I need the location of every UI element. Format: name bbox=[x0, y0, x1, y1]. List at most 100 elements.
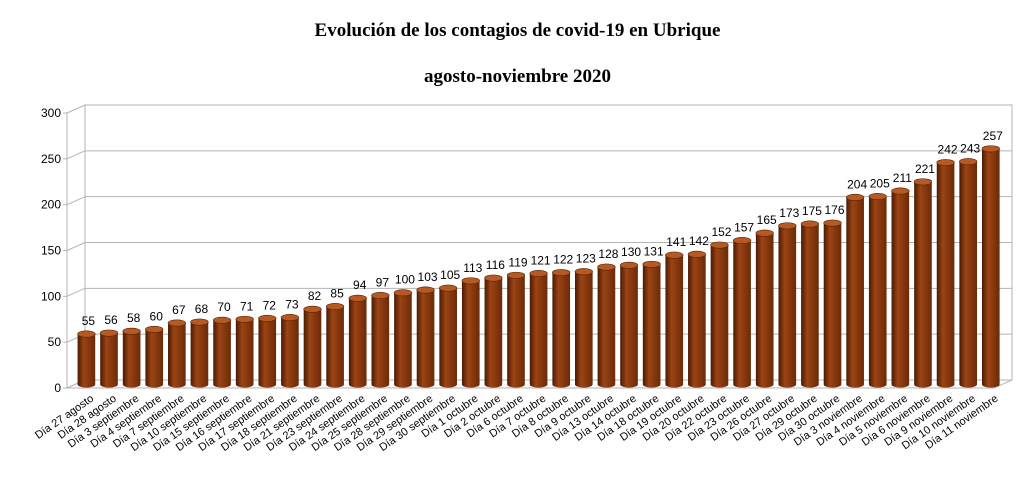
bar-top bbox=[732, 236, 752, 244]
bar-body bbox=[100, 333, 118, 388]
bar-body bbox=[439, 288, 457, 388]
bar-body bbox=[665, 255, 684, 388]
bar bbox=[529, 269, 548, 388]
y-tick-label: 200 bbox=[41, 198, 61, 212]
bar-body bbox=[620, 265, 638, 388]
bar-top bbox=[597, 263, 616, 271]
bar bbox=[755, 229, 774, 388]
data-label: 55 bbox=[82, 314, 96, 328]
data-label: 71 bbox=[240, 299, 254, 313]
data-label: 100 bbox=[395, 273, 415, 287]
bar bbox=[371, 291, 390, 388]
bar bbox=[913, 178, 933, 388]
bar-top bbox=[936, 159, 955, 167]
y-tick-label: 300 bbox=[41, 106, 61, 120]
bar bbox=[823, 219, 842, 388]
bar-body bbox=[303, 309, 322, 388]
bar-body bbox=[122, 331, 141, 388]
bar-body bbox=[326, 306, 344, 388]
bar bbox=[665, 251, 684, 388]
bar-top bbox=[280, 313, 300, 321]
bar-body bbox=[348, 298, 367, 388]
data-label: 70 bbox=[217, 300, 231, 314]
bar-body bbox=[190, 322, 209, 388]
bar-body bbox=[733, 240, 751, 388]
bar-top bbox=[416, 286, 435, 294]
bar-body bbox=[145, 329, 164, 388]
bar-body bbox=[981, 148, 1000, 388]
bar-top bbox=[891, 187, 910, 195]
bar bbox=[687, 250, 706, 388]
bar bbox=[212, 316, 232, 388]
bar bbox=[597, 263, 616, 388]
bar bbox=[710, 241, 729, 388]
bar bbox=[439, 284, 458, 388]
bar-body bbox=[77, 333, 96, 388]
bar bbox=[891, 187, 910, 388]
bar bbox=[619, 261, 639, 388]
bar-body bbox=[755, 233, 774, 388]
bar-top bbox=[190, 318, 209, 326]
bar-body bbox=[936, 162, 955, 388]
bar bbox=[574, 268, 593, 388]
bar-body bbox=[575, 271, 593, 388]
data-label: 58 bbox=[127, 311, 141, 325]
data-label: 72 bbox=[263, 298, 277, 312]
data-label: 68 bbox=[195, 302, 209, 316]
bar-body bbox=[642, 264, 661, 388]
bar bbox=[484, 274, 503, 388]
chart-subtitle: agosto-noviembre 2020 bbox=[424, 66, 611, 87]
bar-body bbox=[846, 197, 864, 388]
bar-top bbox=[99, 329, 119, 337]
bar-body bbox=[914, 181, 932, 388]
bar bbox=[235, 315, 254, 388]
bar bbox=[732, 236, 752, 388]
bar-top bbox=[145, 325, 164, 333]
bar-body bbox=[710, 245, 729, 388]
bar-body bbox=[552, 272, 571, 388]
bar-top bbox=[303, 305, 322, 313]
bar bbox=[846, 193, 865, 388]
bar-body bbox=[801, 223, 819, 388]
y-tick-label: 0 bbox=[54, 381, 61, 395]
bar-top bbox=[348, 294, 367, 302]
data-label: 211 bbox=[893, 171, 912, 185]
bar-body bbox=[416, 289, 435, 388]
bar bbox=[325, 302, 345, 388]
data-label: 176 bbox=[825, 203, 845, 217]
data-label: 142 bbox=[689, 234, 709, 248]
data-label: 105 bbox=[440, 268, 460, 282]
bar-top bbox=[212, 316, 232, 324]
bar bbox=[258, 314, 277, 388]
bar-top bbox=[461, 277, 480, 285]
bar bbox=[145, 325, 164, 388]
bar bbox=[303, 305, 322, 388]
y-tick-label: 50 bbox=[48, 335, 62, 349]
bar bbox=[868, 192, 887, 388]
data-label: 173 bbox=[779, 206, 799, 220]
data-label: 119 bbox=[508, 255, 527, 269]
bar-top bbox=[371, 291, 390, 299]
bar-top bbox=[506, 271, 526, 279]
bar-top bbox=[393, 289, 413, 297]
bar-body bbox=[891, 190, 910, 388]
bar-body bbox=[529, 273, 548, 388]
chart-title: Evolución de los contagios de covid-19 e… bbox=[314, 20, 721, 41]
data-label: 60 bbox=[150, 309, 164, 323]
gridline-side bbox=[66, 104, 86, 114]
bar-body bbox=[461, 280, 480, 388]
bar-body bbox=[959, 161, 978, 388]
bar-body bbox=[281, 317, 299, 388]
bar bbox=[280, 313, 300, 388]
bar-body bbox=[213, 320, 231, 388]
bar-top bbox=[258, 314, 277, 322]
bar-top bbox=[846, 193, 865, 201]
bar-top bbox=[574, 268, 593, 276]
data-label: 85 bbox=[330, 286, 344, 300]
data-label: 73 bbox=[285, 297, 299, 311]
gridline-side bbox=[66, 242, 86, 251]
gridline-side bbox=[66, 150, 86, 160]
data-label: 103 bbox=[418, 270, 438, 284]
